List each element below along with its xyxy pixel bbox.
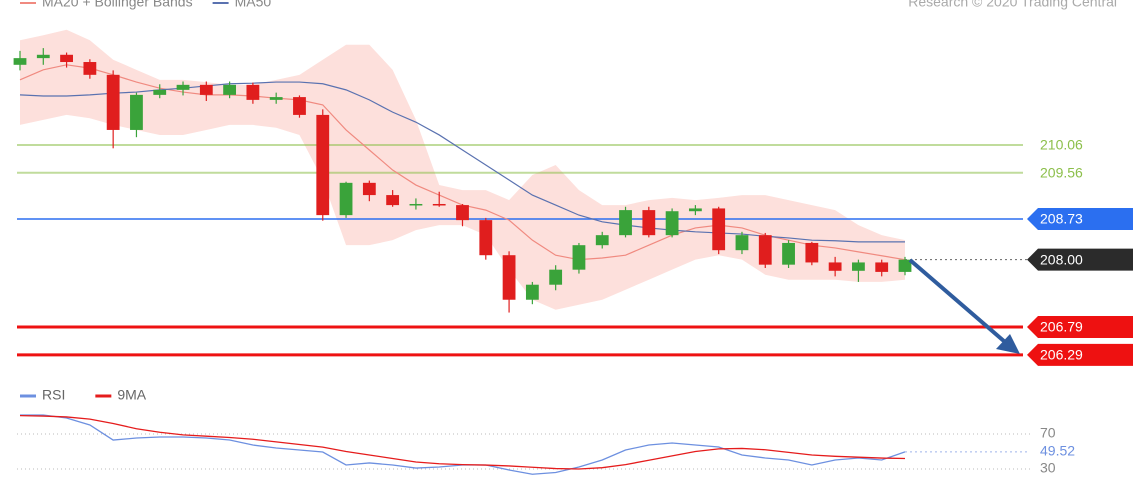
candle-body <box>549 269 563 285</box>
candle-body <box>875 262 889 272</box>
level-label: 208.73 <box>1040 211 1083 227</box>
level-label: 210.06 <box>1040 137 1083 153</box>
forecast-arrow <box>908 258 1020 354</box>
arrow-shaft <box>908 258 1007 344</box>
candle-body <box>456 205 469 221</box>
candle-body <box>316 114 330 216</box>
level-label: 208.00 <box>1040 251 1083 267</box>
candle-body <box>362 182 376 196</box>
legend-label: MA50 <box>235 0 272 10</box>
candle-body <box>735 235 749 251</box>
candle-body <box>712 208 726 251</box>
indicator-line <box>19 414 906 470</box>
level-label-box <box>1027 248 1133 271</box>
candle-body <box>130 94 143 130</box>
y-tick-label: 70 <box>1040 425 1056 441</box>
candle-body <box>502 255 516 300</box>
bollinger-band <box>20 29 905 310</box>
candle-layer <box>13 48 912 313</box>
candle-body <box>828 262 842 271</box>
candle-body <box>688 208 702 212</box>
candle-body <box>13 58 27 65</box>
candle-body <box>525 284 539 300</box>
candle-body <box>36 54 50 59</box>
legend-label: 9MA <box>117 387 146 403</box>
arrow-head <box>996 334 1020 354</box>
candle-body <box>782 242 795 265</box>
candle-body <box>386 195 400 206</box>
candle-body <box>176 84 190 90</box>
level-layer <box>17 143 1027 357</box>
candle-body <box>479 220 493 256</box>
candle-body <box>223 84 237 95</box>
candle-body <box>199 84 213 95</box>
candle-body <box>60 54 73 63</box>
candle-body <box>642 210 656 236</box>
candle-body <box>665 211 679 236</box>
candle-body <box>269 97 283 100</box>
candle-body <box>898 259 912 272</box>
band-layer <box>20 29 905 310</box>
candle-body <box>106 74 120 130</box>
last-value-label: 49.52 <box>1040 443 1075 459</box>
moving-average-line <box>19 81 905 243</box>
level-label-box <box>1027 208 1133 231</box>
legend-label: MA20 + Bollinger Bands <box>42 0 193 10</box>
candle-body <box>83 62 97 75</box>
source-credit: Research © 2020 Trading Central <box>908 0 1117 10</box>
candle-body <box>852 262 865 271</box>
label-layer: MA20 + Bollinger Bands MA50 Research © 202… <box>20 0 1133 366</box>
candle-body <box>758 235 772 265</box>
candle-body <box>619 210 632 236</box>
candle-body <box>409 203 423 206</box>
level-label: 206.79 <box>1040 319 1083 335</box>
level-label-box <box>1027 316 1133 339</box>
candle-body <box>153 89 167 95</box>
level-label-box <box>1027 343 1133 366</box>
legend-label: RSI <box>42 387 65 403</box>
y-tick-label: 30 <box>1040 460 1056 476</box>
candle-body <box>293 97 306 115</box>
candle-body <box>805 242 819 263</box>
candle-body <box>572 245 586 270</box>
level-label: 209.56 <box>1040 165 1083 181</box>
candle-body <box>432 203 446 206</box>
candle-body <box>595 235 609 246</box>
candle-body <box>339 182 353 216</box>
level-label: 206.29 <box>1040 347 1083 363</box>
candle-body <box>246 84 260 100</box>
